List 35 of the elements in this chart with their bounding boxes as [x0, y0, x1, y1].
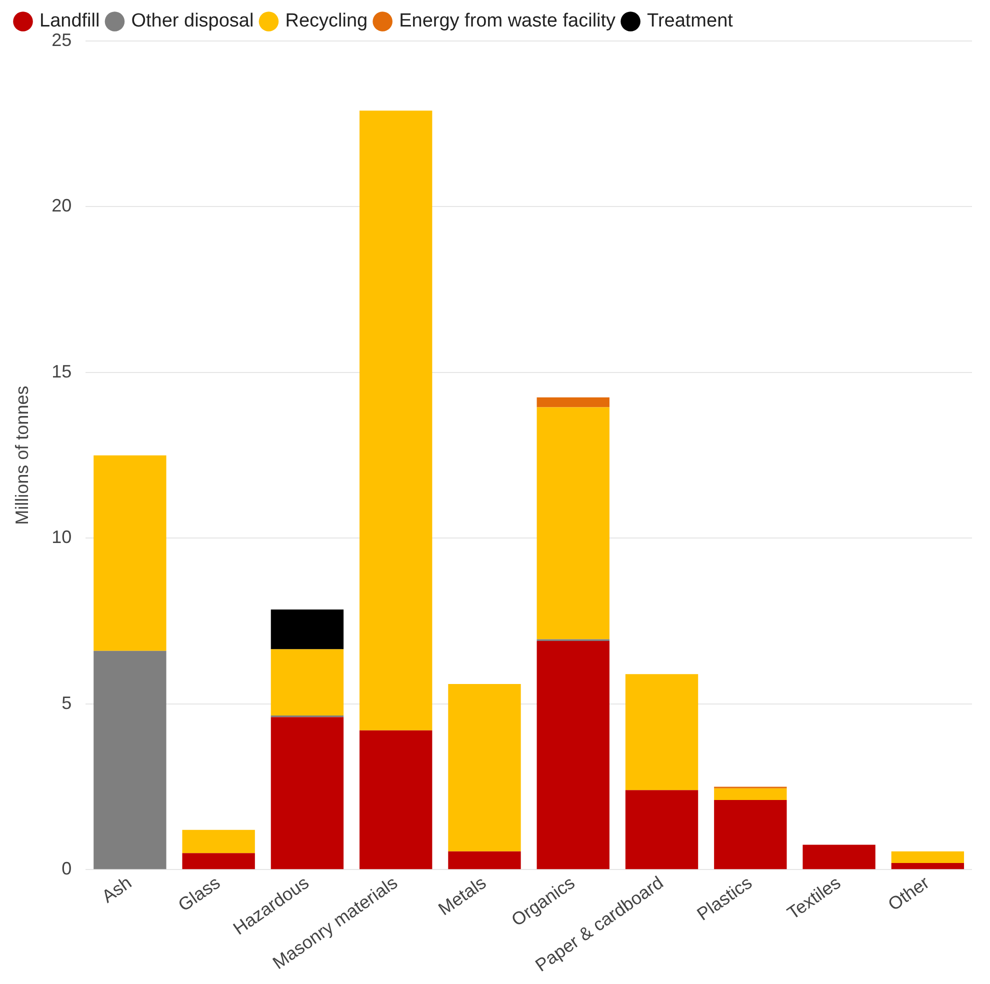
y-axis-title: Millions of tonnes: [12, 386, 32, 525]
bar: [182, 853, 255, 870]
bar: [625, 674, 698, 790]
legend-label: Other disposal: [131, 10, 254, 32]
bar: [891, 851, 964, 864]
bar: [360, 110, 432, 730]
bar: [360, 730, 432, 870]
bar: [448, 684, 521, 852]
y-tick-label: 20: [52, 196, 72, 216]
bar: [714, 800, 787, 870]
y-tick-label: 5: [62, 692, 72, 713]
x-tick-label: Glass: [174, 872, 224, 916]
legend-label: Recycling: [285, 10, 368, 32]
bar: [448, 851, 521, 870]
bar: [94, 455, 166, 651]
y-tick-label: 10: [52, 527, 72, 548]
bar: [714, 788, 787, 800]
bar: [536, 397, 610, 408]
bar: [536, 407, 610, 640]
y-tick-label: 25: [52, 30, 72, 50]
bar: [270, 609, 344, 650]
bar: [94, 650, 166, 870]
x-tick-label: Ash: [98, 872, 136, 907]
bar: [891, 863, 964, 870]
legend-label: Landfill: [40, 10, 100, 32]
legend-label: Treatment: [647, 10, 734, 32]
y-tick-label: 15: [52, 361, 72, 382]
y-tick-label: 0: [62, 858, 72, 879]
bar: [270, 717, 344, 870]
bar: [536, 640, 610, 870]
bar: [182, 830, 255, 854]
bar: [625, 790, 698, 870]
bar: [270, 649, 344, 716]
bar: [802, 844, 876, 870]
legend-label: Energy from waste facility: [399, 10, 616, 32]
